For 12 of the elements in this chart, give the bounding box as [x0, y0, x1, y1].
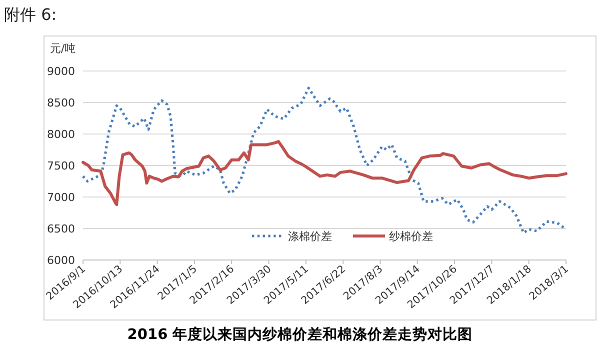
y-tick-label: 6500	[47, 222, 75, 236]
y-axis-title: 元/吨	[50, 42, 76, 55]
y-tick-label: 9000	[47, 65, 75, 78]
y-tick-label: 7000	[47, 191, 75, 204]
y-tick-label: 8000	[47, 128, 75, 141]
y-tick-label: 7500	[47, 160, 75, 172]
text: 2016 年度以来国内纱棉价差和棉涤价差走势对比图	[127, 325, 473, 343]
legend-label: 纱棉价差	[389, 230, 433, 243]
text: 附件 6:	[4, 5, 57, 24]
legend-label: 涤棉价差	[288, 230, 332, 243]
y-tick-label: 8500	[47, 96, 75, 110]
y-tick-label: 6000	[47, 254, 75, 267]
